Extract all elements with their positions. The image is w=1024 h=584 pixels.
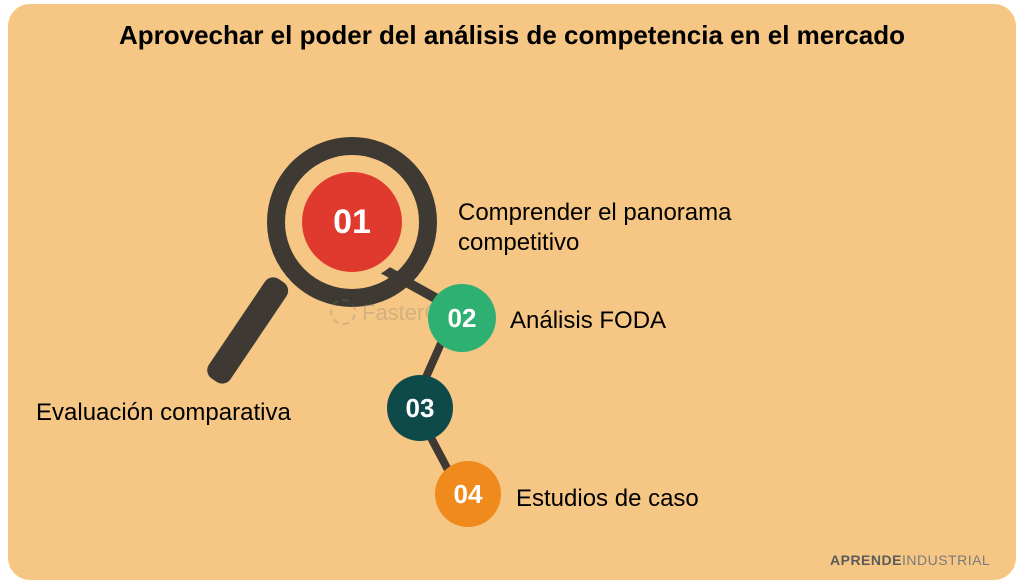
brand-logo: APRENDEINDUSTRIAL (830, 552, 990, 568)
brand-part2: INDUSTRIAL (902, 552, 990, 568)
node-03: 03 (387, 375, 453, 441)
watermark-gear-icon (330, 299, 356, 325)
node-01-label: Comprender el panorama competitivo (458, 198, 778, 258)
node-01: 01 (302, 172, 402, 272)
brand-part1: APRENDE (830, 552, 902, 568)
node-04-label: Estudios de caso (516, 484, 776, 514)
node-04: 04 (435, 461, 501, 527)
node-03-number: 03 (406, 393, 435, 424)
background-panel (8, 4, 1016, 580)
infographic-canvas: Aprovechar el poder del análisis de comp… (0, 0, 1024, 584)
node-02: 02 (428, 284, 496, 352)
node-01-number: 01 (333, 203, 371, 242)
page-title: Aprovechar el poder del análisis de comp… (62, 20, 962, 51)
node-02-label: Análisis FODA (510, 306, 770, 336)
node-04-number: 04 (454, 479, 483, 510)
node-02-number: 02 (448, 303, 477, 334)
node-03-label: Evaluación comparativa (36, 398, 356, 428)
